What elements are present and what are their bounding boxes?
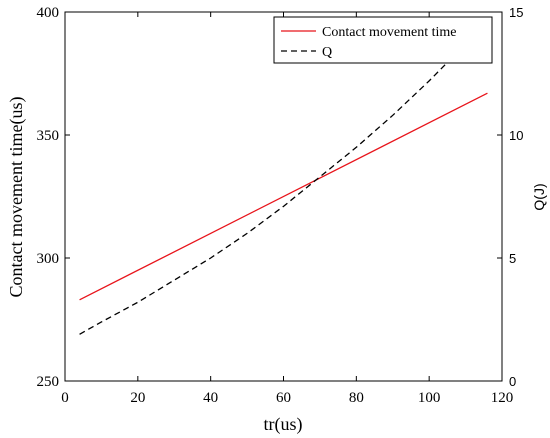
y-axis-left-label: Contact movement time(us)	[6, 97, 27, 298]
x-tick-label: 100	[418, 390, 441, 406]
ticks: 0 20 40 60 80 100 120 250 300 350 400 0 5 10 15	[37, 5, 524, 406]
x-tick-label: 20	[130, 390, 145, 406]
y-right-tick-label: 10	[509, 128, 523, 143]
series-line-q	[79, 16, 488, 335]
x-tick-label: 60	[276, 390, 291, 406]
y-right-tick-label: 15	[509, 5, 523, 20]
y-left-tick-label: 350	[37, 128, 60, 144]
legend-label-contact-movement-time: Contact movement time	[322, 25, 457, 40]
x-tick-label: 80	[349, 390, 364, 406]
y-left-tick-label: 250	[37, 374, 60, 390]
x-tick-label: 40	[203, 390, 218, 406]
legend-box	[273, 16, 493, 64]
legend: Contact movement time Q	[273, 16, 493, 64]
y-left-tick-label: 400	[37, 5, 60, 21]
x-tick-label: 120	[491, 390, 514, 406]
y-axis-right-label: Q(J)	[531, 183, 547, 210]
y-right-tick-label: 0	[509, 374, 516, 389]
x-axis-label: tr(us)	[264, 414, 303, 435]
y-right-tick-label: 5	[509, 251, 516, 266]
legend-label-q: Q	[322, 45, 332, 60]
x-tick-label: 0	[61, 390, 69, 406]
series	[79, 16, 488, 335]
y-left-tick-label: 300	[37, 251, 60, 267]
series-line-contact-movement-time	[79, 92, 488, 301]
